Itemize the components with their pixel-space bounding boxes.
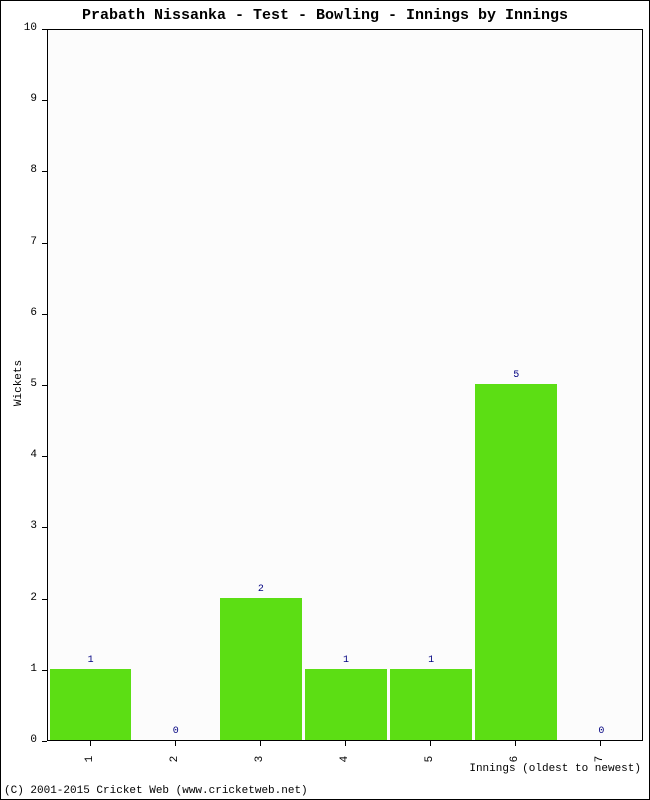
bar-value-label: 1	[389, 655, 474, 666]
y-tick-label: 5	[1, 378, 37, 390]
y-tick-mark	[42, 171, 47, 172]
plot-area: 1021150	[47, 29, 643, 741]
x-tick-mark	[515, 741, 516, 746]
x-tick-label: 2	[169, 749, 181, 769]
bar-value-label: 1	[48, 655, 133, 666]
y-tick-label: 1	[1, 663, 37, 675]
x-tick-label: 1	[84, 749, 96, 769]
bar	[390, 669, 472, 740]
bar-value-label: 0	[133, 726, 218, 737]
x-tick-label: 3	[254, 749, 266, 769]
x-tick-label: 5	[424, 749, 436, 769]
x-tick-mark	[90, 741, 91, 746]
y-tick-mark	[42, 527, 47, 528]
x-axis-title: Innings (oldest to newest)	[469, 763, 641, 775]
x-tick-mark	[600, 741, 601, 746]
bar-value-label: 0	[559, 726, 644, 737]
y-tick-mark	[42, 670, 47, 671]
x-tick-label: 6	[509, 749, 521, 769]
y-tick-label: 10	[1, 22, 37, 34]
x-tick-mark	[175, 741, 176, 746]
chart-title: Prabath Nissanka - Test - Bowling - Inni…	[1, 7, 649, 24]
bar-value-label: 1	[303, 655, 388, 666]
y-tick-mark	[42, 385, 47, 386]
x-tick-mark	[430, 741, 431, 746]
chart-container: Prabath Nissanka - Test - Bowling - Inni…	[0, 0, 650, 800]
y-tick-mark	[42, 314, 47, 315]
bar	[220, 598, 302, 740]
y-tick-label: 4	[1, 449, 37, 461]
y-tick-label: 9	[1, 93, 37, 105]
y-tick-label: 6	[1, 307, 37, 319]
y-tick-label: 8	[1, 164, 37, 176]
bar-value-label: 2	[218, 584, 303, 595]
x-tick-mark	[345, 741, 346, 746]
x-tick-label: 4	[339, 749, 351, 769]
y-tick-mark	[42, 100, 47, 101]
bar	[50, 669, 132, 740]
y-tick-mark	[42, 456, 47, 457]
bar	[305, 669, 387, 740]
x-tick-label: 7	[594, 749, 606, 769]
x-tick-mark	[260, 741, 261, 746]
y-tick-label: 0	[1, 734, 37, 746]
y-tick-label: 7	[1, 236, 37, 248]
y-tick-mark	[42, 599, 47, 600]
y-tick-mark	[42, 741, 47, 742]
bar-value-label: 5	[474, 370, 559, 381]
y-tick-mark	[42, 29, 47, 30]
y-tick-mark	[42, 243, 47, 244]
y-tick-label: 2	[1, 592, 37, 604]
bar	[475, 384, 557, 740]
y-tick-label: 3	[1, 520, 37, 532]
copyright-text: (C) 2001-2015 Cricket Web (www.cricketwe…	[4, 785, 308, 797]
